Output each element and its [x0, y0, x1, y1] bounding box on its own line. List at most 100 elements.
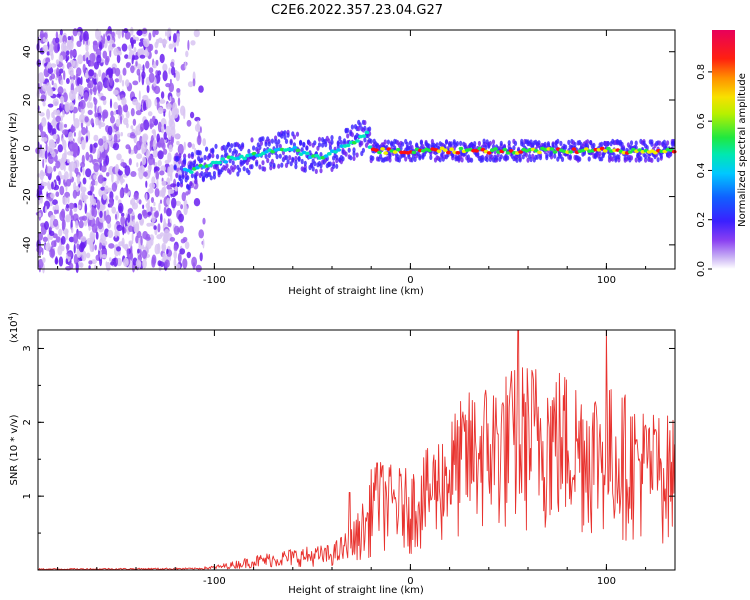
spectrogram-noise-blob	[124, 54, 129, 59]
spectrogram-ridge-core	[671, 149, 677, 154]
spectrogram-noise-blob	[82, 189, 86, 199]
spectrogram-noise-blob	[50, 248, 55, 257]
spectrogram-noise-blob	[114, 213, 118, 220]
spectrogram-x-tick-label: 100	[597, 275, 616, 286]
spectrogram-noise-blob	[147, 211, 152, 216]
spectrogram-noise-blob	[149, 182, 156, 189]
spectrogram-noise-blob	[177, 97, 181, 106]
spectrogram-ridge-halo	[578, 156, 582, 162]
spectrogram-noise-blob	[177, 252, 182, 263]
spectrogram-ridge-halo	[277, 163, 281, 169]
spectrogram-noise-blob	[132, 118, 137, 126]
spectrogram-ridge-halo	[336, 140, 340, 146]
spectrogram-noise-blob	[141, 142, 148, 153]
spectrogram-noise-blob	[142, 204, 145, 210]
spectrogram-noise-blob	[198, 229, 204, 239]
spectrogram-noise-blob	[96, 199, 101, 210]
colorbar-tick-label: 0.4	[696, 162, 707, 178]
spectrogram-noise-blob	[79, 113, 86, 124]
spectrogram-noise-blob	[89, 143, 93, 154]
spectrogram-ridge-halo	[506, 155, 510, 161]
spectrogram-noise-blob	[42, 44, 49, 53]
spectrogram-noise-blob	[130, 108, 135, 117]
spectrogram-x-label: Height of straight line (km)	[288, 286, 424, 297]
colorbar-gradient	[712, 30, 735, 269]
spectrogram-noise-blob	[52, 199, 58, 206]
spectrogram-noise-blob	[135, 259, 141, 268]
spectrogram-ridge-halo	[319, 168, 323, 174]
spectrogram-noise-blob	[113, 110, 117, 116]
spectrogram-noise-blob	[131, 211, 135, 217]
spectrogram-ridge-halo	[328, 145, 332, 151]
spectrogram-noise-blob	[89, 242, 94, 253]
spectrogram-noise-blob	[46, 51, 50, 56]
spectrogram-ridge-halo	[499, 154, 503, 160]
spectrogram-noise-blob	[68, 236, 75, 243]
spectrogram-noise-blob	[50, 192, 55, 199]
spectrogram-noise-blob	[50, 63, 57, 68]
spectrogram-noise-blob	[114, 78, 120, 83]
spectrogram-noise-blob	[147, 188, 154, 194]
spectrogram-noise-blob	[157, 260, 162, 267]
spectrogram-noise-blob	[37, 232, 43, 241]
spectrogram-noise-blob	[81, 215, 88, 221]
spectrogram-noise-blob	[113, 133, 118, 144]
spectrogram-noise-blob	[178, 213, 185, 223]
spectrogram-ridge-halo	[284, 162, 289, 168]
spectrogram-noise-blob	[162, 63, 168, 72]
spectrogram-ridge-halo	[418, 153, 422, 159]
spectrogram-noise-blob	[186, 119, 192, 127]
spectrogram-ridge-halo	[294, 160, 298, 166]
spectrogram-noise-blob	[114, 223, 118, 231]
spectrogram-noise-blob	[104, 185, 109, 193]
spectrogram-noise-blob	[105, 155, 110, 166]
spectrogram-ridge-core	[653, 150, 658, 155]
spectrogram-noise-blob	[155, 170, 159, 181]
spectrogram-noise-blob	[109, 50, 112, 58]
spectrogram-noise-blob	[180, 238, 186, 244]
spectrogram-noise-blob	[98, 105, 102, 113]
spectrogram-noise-blob	[73, 233, 79, 244]
spectrogram-noise-blob	[67, 159, 70, 164]
spectrogram-ridge-core	[537, 150, 542, 155]
spectrogram-ridge-halo	[247, 148, 251, 154]
spectrogram-ridge-core	[568, 150, 574, 154]
spectrogram-noise-blob	[111, 182, 118, 192]
spectrogram-noise-blob	[107, 229, 114, 239]
spectrogram-noise-blob	[90, 185, 95, 193]
spectrogram-ridge-halo	[459, 140, 463, 146]
spectrogram-noise-blob	[117, 170, 123, 176]
spectrogram-noise-blob	[57, 43, 60, 52]
spectrogram-noise-blob	[145, 60, 150, 69]
spectrogram-noise-blob	[68, 66, 74, 76]
spectrogram-ridge-halo	[294, 164, 298, 170]
spectrogram-noise-blob	[59, 55, 64, 63]
spectrogram-noise-blob	[100, 165, 107, 173]
spectrogram-noise-blob	[76, 77, 82, 86]
spectrogram-noise-blob	[52, 206, 56, 211]
spectrogram-noise-blob	[174, 133, 181, 140]
spectrogram-ridge-halo	[295, 131, 300, 137]
spectrogram-ridge-halo	[515, 157, 519, 163]
spectrogram-ridge-halo	[363, 125, 367, 131]
spectrogram-noise-blob	[202, 138, 206, 147]
spectrogram-ridge-halo	[666, 140, 670, 146]
spectrogram-noise-blob	[55, 191, 60, 197]
spectrogram-noise-blob	[65, 203, 70, 209]
spectrogram-noise-blob	[80, 107, 85, 115]
spectrogram-noise-blob	[173, 33, 177, 43]
spectrogram-ridge-halo	[173, 164, 177, 170]
spectrogram-ridge-halo	[526, 157, 530, 163]
spectrogram-ridge-core	[480, 147, 486, 152]
spectrogram-noise-blob	[111, 43, 116, 48]
spectrogram-noise-blob	[134, 193, 138, 199]
spectrogram-noise-blob	[55, 59, 60, 65]
spectrogram-noise-blob	[53, 165, 57, 172]
spectrogram-noise-blob	[136, 140, 142, 151]
spectrogram-noise-blob	[77, 95, 81, 101]
spectrogram-noise-blob	[42, 158, 45, 169]
spectrogram-noise-blob	[38, 124, 42, 131]
spectrogram-ridge-halo	[361, 147, 365, 153]
spectrogram-noise-blob	[111, 172, 114, 183]
spectrogram-noise-blob	[160, 91, 165, 99]
